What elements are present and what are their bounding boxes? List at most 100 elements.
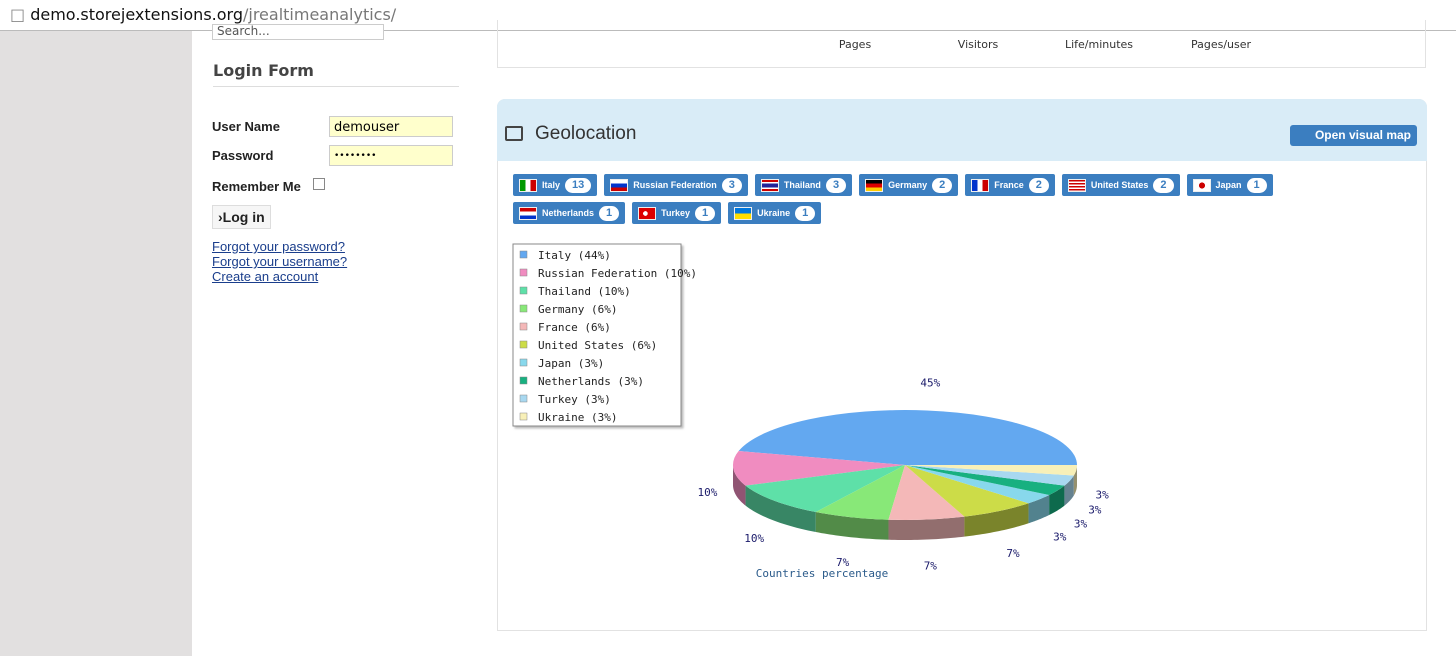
- username-input[interactable]: demouser: [329, 116, 453, 137]
- country-name: United States: [1090, 180, 1149, 190]
- legend-label: Ukraine (3%): [538, 411, 617, 424]
- url-path: /jrealtimeanalytics/: [242, 5, 397, 24]
- legend-label: Thailand (10%): [538, 285, 631, 298]
- flag-icon: [610, 178, 629, 192]
- pie-slice: [888, 465, 965, 520]
- legend-swatch: [519, 322, 528, 331]
- legend-swatch: [519, 376, 528, 385]
- country-count: 3: [721, 177, 742, 193]
- legend-label: United States (6%): [538, 339, 657, 352]
- country-name: Germany: [888, 180, 928, 190]
- legend-box: [512, 243, 682, 427]
- search-input[interactable]: Search...: [212, 24, 384, 40]
- country-count: 2: [1028, 177, 1049, 193]
- legend-swatch: [519, 340, 528, 349]
- country-count: 1: [1246, 177, 1267, 193]
- flag-icon: [638, 206, 657, 220]
- country-badge[interactable]: Russian Federation 3: [604, 174, 748, 196]
- flag-icon: [1192, 178, 1211, 192]
- pie-slice-side: [1073, 465, 1077, 496]
- country-badge[interactable]: Japan 1: [1186, 174, 1273, 196]
- remember-label: Remember Me: [212, 179, 301, 194]
- username-label: User Name: [212, 119, 280, 134]
- image-icon: [505, 126, 523, 141]
- pie-slice: [905, 465, 1050, 504]
- pie-value-label: 3%: [1095, 489, 1109, 502]
- password-input[interactable]: ••••••••: [329, 145, 453, 166]
- country-count: 1: [695, 205, 716, 221]
- link[interactable]: Forgot your username?: [212, 254, 348, 269]
- country-badge[interactable]: Ukraine 1: [728, 202, 822, 224]
- legend-label: Turkey (3%): [538, 393, 611, 406]
- legend-label: Russian Federation (10%): [538, 267, 697, 280]
- pie-slice-side: [888, 516, 965, 540]
- map-button[interactable]: Open visual map: [1290, 125, 1417, 146]
- password-label: Password: [212, 148, 274, 163]
- legend-swatch: [519, 304, 528, 313]
- chart-title: Countries percentage: [756, 567, 888, 580]
- legend-swatch: [519, 394, 528, 403]
- pie-value-label: 3%: [1074, 518, 1088, 531]
- remember-checkbox[interactable]: [313, 178, 325, 190]
- country-name: Italy: [542, 180, 561, 190]
- link[interactable]: Forgot your password?: [212, 239, 345, 254]
- flag-icon: [865, 178, 884, 192]
- pie-slice: [905, 465, 1065, 496]
- pie-value-label: 10%: [697, 486, 717, 499]
- country-badge[interactable]: Thailand 3: [754, 174, 853, 196]
- pie-slice-side: [1049, 485, 1065, 516]
- legend-label: Italy (44%): [538, 249, 611, 262]
- pie-value-label: 3%: [1088, 503, 1102, 516]
- country-name: Thailand: [783, 180, 821, 190]
- sidebar-bg: [0, 31, 192, 656]
- legend-label: Japan (3%): [538, 357, 604, 370]
- pie-value-label: 45%: [920, 377, 940, 390]
- flag-icon: [971, 178, 990, 192]
- country-badge[interactable]: Germany 2: [859, 174, 959, 196]
- pie-slice: [745, 465, 905, 513]
- geo-title: Geolocation: [535, 123, 637, 144]
- legend-label: Netherlands (3%): [538, 375, 644, 388]
- legend-swatch: [519, 358, 528, 367]
- stat-label: Life/minutes: [1064, 38, 1134, 51]
- pie-value-label: 7%: [924, 559, 938, 572]
- pie-slice-side: [733, 465, 746, 506]
- stats-box: [497, 20, 1426, 68]
- page-icon: □: [10, 5, 26, 24]
- country-count: 2: [1153, 177, 1174, 193]
- country-badge[interactable]: Italy 13: [513, 174, 598, 196]
- country-badge[interactable]: Turkey 1: [632, 202, 722, 224]
- stat-label: Visitors: [957, 38, 999, 51]
- country-count: 2: [932, 177, 953, 193]
- country-count: 3: [825, 177, 847, 193]
- pie-chart: Countries percentage 45%10%10%7% 7%7%3%3%…: [512, 243, 1109, 580]
- country-count: 13: [565, 177, 592, 193]
- pie-slice-side: [815, 512, 889, 540]
- flag-icon: [760, 178, 779, 192]
- pie-value-label: 7%: [836, 556, 850, 569]
- pie-slice: [733, 451, 905, 486]
- country-name: Turkey: [661, 208, 690, 218]
- country-count: 1: [795, 205, 816, 221]
- link[interactable]: Create an account: [212, 269, 319, 284]
- pie-slice: [905, 465, 1029, 517]
- pie-slice-side: [745, 485, 816, 533]
- country-name: Netherlands: [542, 208, 595, 218]
- pie-value-label: 7%: [1006, 547, 1020, 560]
- pie-value-label: 3%: [1053, 530, 1067, 543]
- country-name: Ukraine: [757, 208, 791, 218]
- pie-tops: [733, 410, 1077, 520]
- legend-label: Germany (6%): [538, 303, 617, 316]
- country-name: Japan: [1215, 180, 1242, 190]
- country-badge[interactable]: France 2: [965, 174, 1055, 196]
- stat-label: Pages: [838, 38, 872, 51]
- country-badge[interactable]: Netherlands 1: [513, 202, 626, 224]
- pie-value-label: 10%: [744, 532, 764, 545]
- country-badge[interactable]: United States 2: [1061, 174, 1180, 196]
- flag-icon: [1067, 178, 1086, 192]
- login-button[interactable]: ›Log in: [212, 205, 271, 229]
- pie-slice: [815, 465, 905, 520]
- geo-header: [497, 99, 1427, 161]
- login-title: Login Form: [213, 61, 459, 87]
